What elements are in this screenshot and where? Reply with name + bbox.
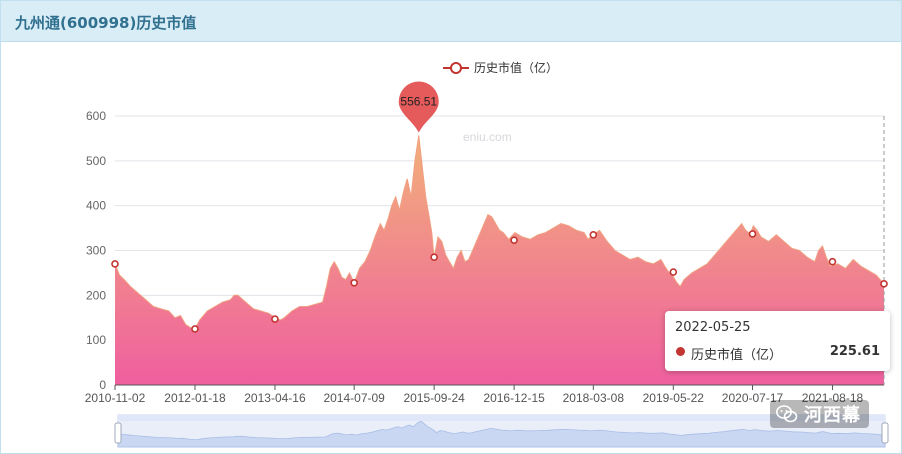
y-tick-label-200: 200 <box>86 288 106 302</box>
x-tick-label-1: 2012-01-18 <box>164 391 226 405</box>
data-marker-1 <box>191 325 199 333</box>
max-value-label: 556.51 <box>400 94 437 108</box>
data-marker-9 <box>828 257 837 266</box>
legend-label: 历史市值（亿） <box>474 60 558 75</box>
panel-title: 九州通(600998)历史市值 <box>15 14 197 32</box>
x-tick-label-9: 2021-08-18 <box>802 391 864 405</box>
wechat-watermark-text: 河西幕 <box>804 405 861 426</box>
y-tick-label-0: 0 <box>99 378 106 392</box>
y-tick-label-100: 100 <box>86 333 106 347</box>
data-marker-4 <box>430 253 438 262</box>
y-tick-label-600: 600 <box>86 109 106 123</box>
data-marker-2 <box>271 315 279 323</box>
tooltip-date: 2022-05-25 <box>675 320 751 335</box>
tooltip-series-name: 历史市值（亿） <box>691 348 783 363</box>
series-line <box>114 135 885 330</box>
zoom-handle-left[interactable] <box>114 422 122 444</box>
x-tick-label-4: 2015-09-24 <box>403 391 465 405</box>
tooltip-series-dot <box>676 347 685 356</box>
data-marker-3 <box>350 278 358 287</box>
data-marker-10 <box>880 280 888 288</box>
zoom-slider-preview <box>117 420 886 448</box>
data-marker-7 <box>669 268 678 276</box>
chart-tooltip: 2022-05-25 历史市值（亿） 225.61 <box>665 311 890 371</box>
y-tick-label-400: 400 <box>86 199 106 213</box>
legend-marker <box>450 62 462 74</box>
x-tick-label-5: 2016-12-15 <box>483 391 545 405</box>
x-tick-label-3: 2014-07-09 <box>323 391 385 405</box>
wechat-icon <box>776 405 798 423</box>
zoom-handle-right[interactable] <box>881 422 889 444</box>
x-tick-label-2: 2013-04-16 <box>244 391 306 405</box>
data-marker-0 <box>111 260 119 268</box>
x-tick-label-7: 2019-05-22 <box>643 391 705 405</box>
x-tick-label-0: 2010-11-02 <box>85 391 146 405</box>
tooltip-value: 225.61 <box>829 344 880 359</box>
data-marker-8 <box>748 230 757 238</box>
y-tick-label-300: 300 <box>86 244 106 258</box>
plot-watermark: eniu.com <box>463 130 512 144</box>
data-marker-6 <box>589 231 598 239</box>
x-tick-label-8: 2020-07-17 <box>722 391 784 405</box>
zoom-slider-top-bar <box>118 415 885 421</box>
wechat-watermark: 河西幕 <box>770 400 869 428</box>
data-marker-5 <box>510 236 518 244</box>
max-value-pin <box>398 81 439 133</box>
y-tick-label-500: 500 <box>86 154 106 168</box>
panel-header: 九州通(600998)历史市值 <box>1 1 901 42</box>
x-tick-label-6: 2018-03-08 <box>563 391 625 405</box>
